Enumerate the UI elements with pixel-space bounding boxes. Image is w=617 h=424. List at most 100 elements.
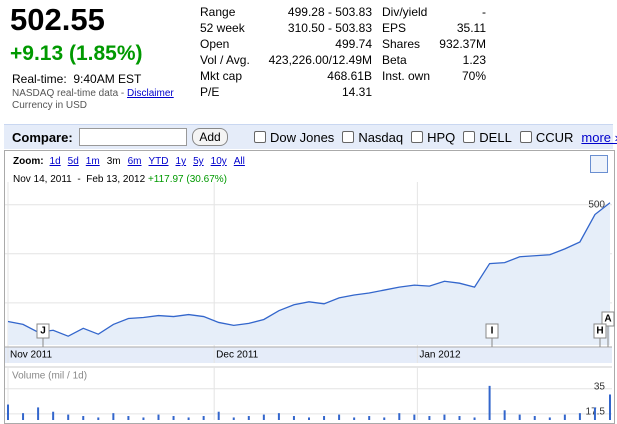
zoom-option[interactable]: 1y [175, 156, 187, 167]
volume-bar [262, 414, 265, 420]
volume-bar [127, 416, 130, 420]
y-tick-label: 500 [588, 199, 605, 210]
range-end: Feb 13, 2012 [86, 174, 146, 185]
volume-bar [97, 417, 100, 420]
compare-option[interactable]: Nasdaq [342, 130, 403, 145]
stat-label: 52 week [200, 21, 245, 35]
x-tick-label: Jan 2012 [419, 350, 461, 361]
compare-bar: Compare: Add Dow Jones Nasdaq HPQ DELL CCUR m… [4, 124, 617, 149]
y-tick-label: 35 [594, 381, 606, 392]
volume-bar [563, 414, 566, 420]
volume-bar [232, 417, 235, 420]
volume-bar [323, 416, 326, 420]
stat-value: 499.28 - 503.83 [287, 5, 372, 19]
range-change: +117.97 (30.67%) [147, 174, 227, 185]
volume-bar [292, 416, 295, 420]
checkbox[interactable] [411, 131, 424, 143]
option-label[interactable]: Dow Jones [270, 130, 335, 145]
stat-value: 499.74 [335, 37, 372, 51]
stat-value: 70% [461, 69, 486, 83]
compare-option[interactable]: Dow Jones [254, 130, 334, 145]
checkbox[interactable] [342, 131, 355, 143]
volume-bar [593, 407, 596, 420]
change: +9.13 (1.85%) [10, 42, 143, 65]
range-sep: - [77, 174, 81, 185]
zoom-option: 3m [106, 156, 121, 167]
volume-bar [22, 413, 25, 420]
compare-option[interactable]: HPQ [411, 130, 455, 145]
realtime-time: 9:40AM EST [73, 72, 142, 86]
stat-value: 310.50 - 503.83 [287, 21, 372, 35]
compare-label: Compare: [12, 130, 73, 145]
month-band [5, 347, 612, 363]
option-label[interactable]: DELL [479, 130, 512, 145]
volume-bar [217, 411, 220, 420]
flag [593, 323, 607, 339]
stat-label: Range [200, 5, 236, 19]
volume-bar [67, 414, 70, 420]
x-tick-label: Dec 2011 [216, 350, 259, 361]
zoom-option[interactable]: 6m [127, 156, 142, 167]
stat-label: Mkt cap [200, 69, 243, 83]
price-line [7, 202, 611, 337]
checkbox[interactable] [463, 131, 476, 143]
option-label[interactable]: Nasdaq [358, 130, 404, 145]
zoom-option[interactable]: 1d [49, 156, 61, 167]
volume-bar [247, 416, 250, 420]
flag [601, 311, 615, 327]
add-button[interactable]: Add [192, 128, 228, 146]
volume-bar [609, 394, 611, 420]
volume-bar [37, 407, 40, 420]
stat-label: Open [200, 37, 230, 51]
expand-button[interactable] [590, 155, 608, 173]
zoom-option[interactable]: 5y [193, 156, 204, 167]
source: NASDAQ real-time data - Disclaimer [12, 88, 174, 99]
compare-input[interactable] [79, 128, 187, 146]
stat-value: 1.23 [462, 53, 486, 67]
volume-bar [428, 416, 431, 420]
compare-option[interactable]: CCUR [519, 130, 574, 145]
zoom-option[interactable]: 1m [85, 156, 100, 167]
realtime: Real-time: 9:40AM EST [12, 72, 141, 86]
volume-bar [52, 411, 55, 420]
volume-bar [142, 417, 145, 420]
zoom-option[interactable]: All [233, 156, 245, 167]
stat-value: 14.31 [341, 85, 372, 99]
zoom-option[interactable]: 5d [67, 156, 79, 167]
volume-bar [157, 414, 160, 420]
volume-title: Volume (mil / 1d) [12, 371, 87, 382]
volume-bar [383, 417, 386, 420]
volume-bar [398, 413, 401, 420]
zoom-option[interactable]: YTD [148, 156, 169, 167]
compare-option[interactable]: DELL [463, 130, 512, 145]
stat-value: 468.61B [327, 69, 372, 83]
range-start: Nov 14, 2011 [13, 174, 72, 185]
option-label[interactable]: HPQ [427, 130, 456, 145]
flag-label: J [40, 326, 46, 337]
volume-bar [7, 404, 9, 420]
more-link[interactable]: more » [581, 130, 617, 145]
zoom-row: Zoom: 1d 5d 1m 3m 6m YTD 1y 5y 10y All [13, 156, 252, 167]
stat-label: Shares [382, 37, 421, 51]
stat-label: P/E [200, 85, 220, 99]
stat-label: Inst. own [382, 69, 431, 83]
volume-bar [518, 414, 521, 420]
stat-label: Vol / Avg. [200, 53, 250, 67]
volume-bar [488, 385, 491, 420]
currency: Currency in USD [12, 100, 88, 111]
zoom-label: Zoom: [13, 156, 44, 167]
zoom-option[interactable]: 10y [210, 156, 227, 167]
volume-bar [578, 413, 581, 420]
volume-bar [353, 417, 356, 420]
checkbox[interactable] [519, 131, 532, 143]
volume-bar [308, 417, 310, 420]
option-label[interactable]: CCUR [535, 130, 574, 145]
flag-label: H [596, 326, 603, 337]
volume-bar [82, 416, 85, 420]
range-row: Nov 14, 2011 - Feb 13, 2012 +117.97 (30.… [13, 174, 227, 185]
volume-bar [338, 414, 341, 420]
checkbox[interactable] [254, 131, 266, 143]
disclaimer-link[interactable]: Disclaimer [127, 88, 174, 99]
stat-value: 35.11 [456, 21, 486, 35]
